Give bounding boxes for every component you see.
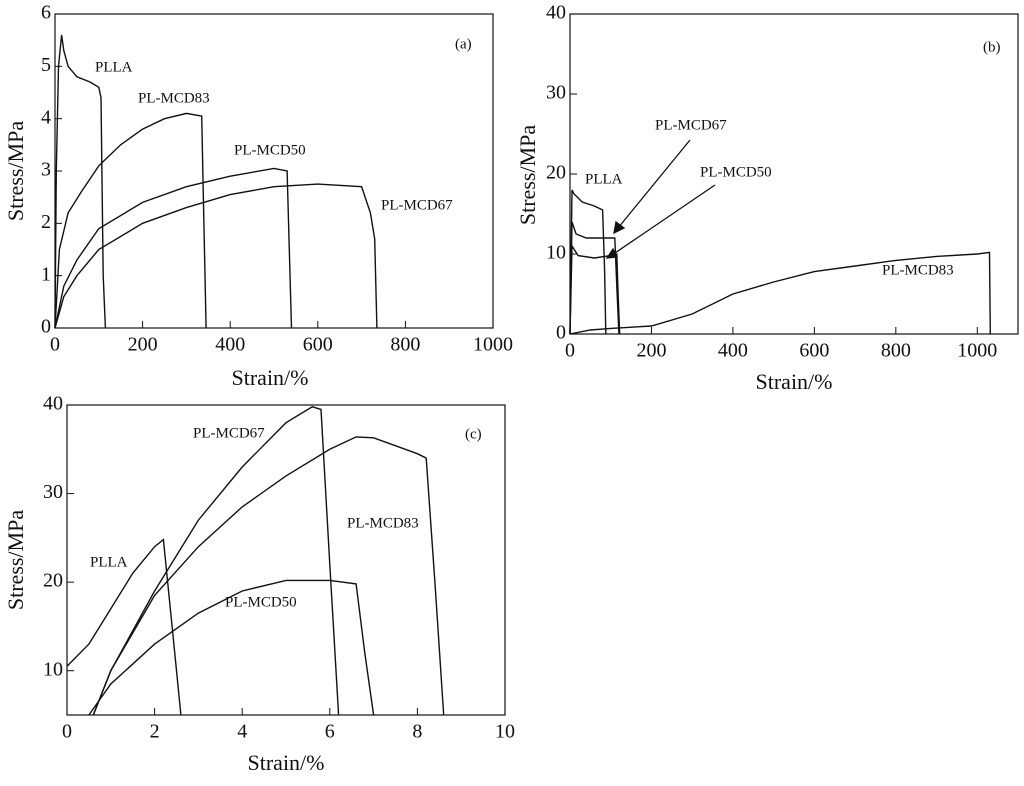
stress-strain-curve (54, 183, 378, 329)
curve-label: PLLA (90, 554, 128, 570)
curve-label: PL-MCD50 (700, 164, 772, 180)
plot-frame (66, 404, 506, 716)
x-axis-title: Strain/% (248, 750, 325, 775)
panel: 0 200 400 600 800 1000 0 1 2 3 4 5 6 Strain/% Stress/M… (3, 2, 513, 390)
curve-label: PL-MCD83 (882, 262, 954, 278)
y-tick-label: 1 (41, 263, 51, 285)
x-tick-label: 1000 (957, 340, 997, 362)
y-tick-label: 30 (546, 82, 566, 104)
curve-label: PL-MCD83 (138, 90, 210, 106)
x-tick-label: 400 (215, 334, 245, 356)
panel: 0 2 4 6 8 10 10 20 30 40 Strain/% Stress/MPa (c) PLLA… (3, 393, 515, 775)
x-tick-label: 600 (799, 340, 829, 362)
stress-strain-curve (92, 406, 340, 716)
x-tick-label: 800 (881, 340, 911, 362)
stress-strain-curve (569, 251, 991, 335)
x-tick-label: 400 (718, 340, 748, 362)
panel-label: (c) (465, 426, 482, 442)
panel: 0 200 400 600 800 1000 0 10 20 30 40 Strain/% Stress… (515, 2, 1019, 394)
y-tick-label: 10 (546, 242, 566, 264)
stress-strain-curve (92, 436, 445, 716)
curve-label: PL-MCD67 (381, 197, 453, 213)
x-tick-label: 600 (303, 334, 333, 356)
x-tick-label: 800 (390, 334, 420, 356)
y-tick-label: 40 (43, 393, 63, 415)
curve-label: PL-MCD83 (347, 515, 419, 531)
panel-label: (a) (455, 36, 472, 52)
x-tick-label: 200 (636, 340, 666, 362)
x-tick-label: 6 (325, 721, 335, 743)
y-tick-label: 30 (43, 481, 63, 503)
y-tick-label: 5 (41, 54, 51, 76)
curve-label: PLLA (585, 171, 623, 187)
arrow (611, 184, 716, 256)
stress-strain-curve (569, 243, 621, 335)
panel-label: (b) (983, 39, 1001, 55)
x-tick-label: 10 (495, 721, 515, 743)
curve-label: PL-MCD50 (225, 594, 297, 610)
y-tick-label: 20 (43, 570, 63, 592)
stress-strain-curve (569, 189, 607, 335)
y-tick-label: 40 (546, 2, 566, 24)
stress-strain-curve (66, 538, 182, 716)
x-tick-label: 4 (237, 721, 247, 743)
stress-strain-curve (54, 34, 107, 329)
x-tick-label: 0 (50, 334, 60, 356)
y-tick-label: 10 (43, 658, 63, 680)
x-tick-label: 0 (565, 340, 575, 362)
arrow (617, 139, 691, 229)
y-axis-title: Stress/MPa (3, 121, 28, 221)
arrow-head (613, 220, 626, 235)
curve-label: PL-MCD67 (655, 117, 727, 133)
stress-strain-curve (54, 167, 293, 329)
x-tick-label: 2 (150, 721, 160, 743)
y-axis-title: Stress/MPa (515, 125, 540, 225)
x-tick-label: 1000 (473, 334, 513, 356)
stress-strain-curve (569, 221, 620, 335)
y-axis-title: Stress/MPa (3, 510, 28, 610)
x-tick-label: 200 (128, 334, 158, 356)
curve-label: PLLA (95, 59, 133, 75)
x-tick-label: 0 (62, 721, 72, 743)
y-tick-label: 3 (41, 159, 51, 181)
stress-strain-curve (88, 579, 375, 716)
x-axis-title: Strain/% (232, 365, 309, 390)
x-tick-label: 8 (412, 721, 422, 743)
curve-label: PL-MCD50 (234, 142, 306, 158)
curve-label: PL-MCD67 (193, 425, 265, 441)
y-tick-label: 6 (41, 2, 51, 24)
stress-strain-curve (54, 112, 207, 329)
y-tick-label: 2 (41, 211, 51, 233)
y-tick-label: 0 (556, 322, 566, 344)
y-tick-label: 0 (41, 316, 51, 338)
y-tick-label: 4 (41, 106, 51, 128)
arrows (605, 139, 716, 259)
y-tick-label: 20 (546, 162, 566, 184)
x-axis-title: Strain/% (756, 369, 833, 394)
plot-frame (569, 13, 1019, 335)
